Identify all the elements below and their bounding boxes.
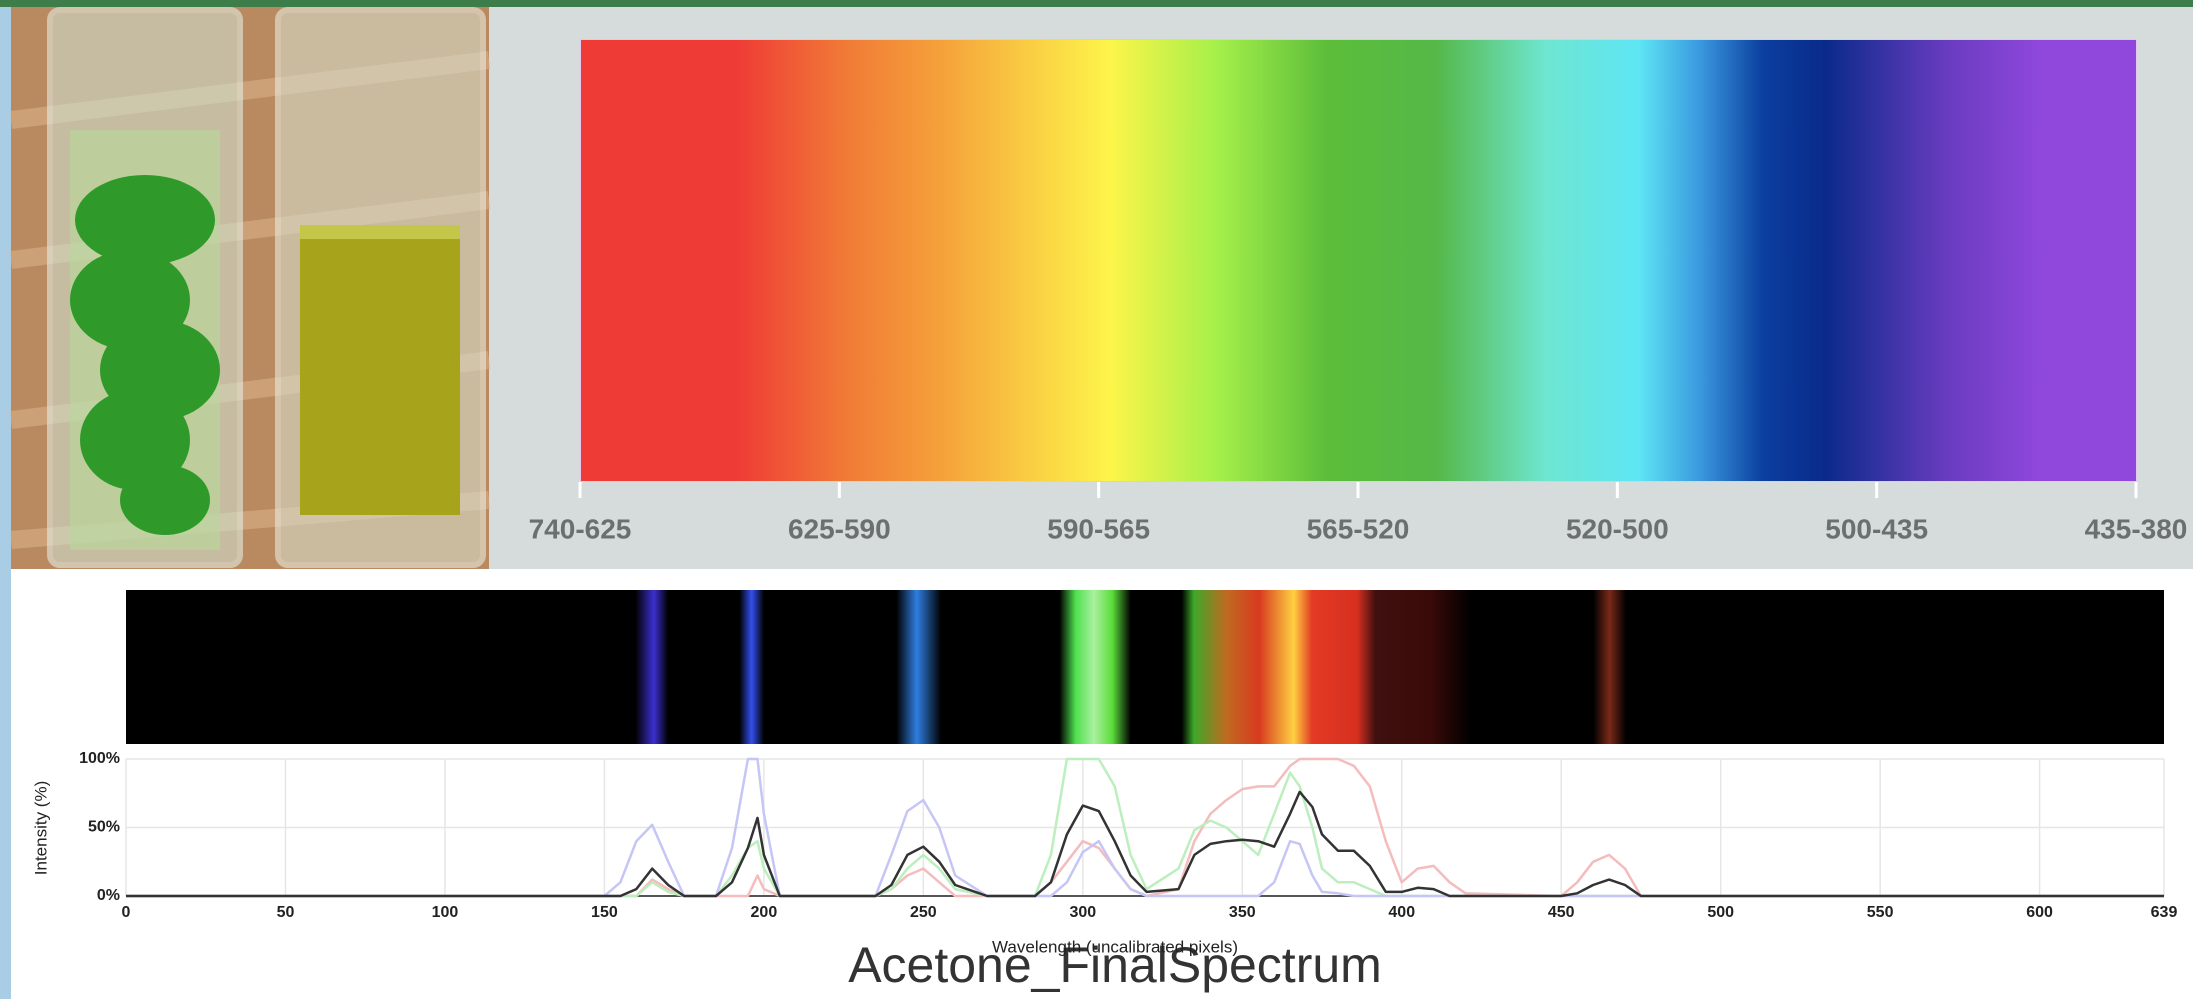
x-tick-label: 400 xyxy=(1388,904,1415,921)
x-tick-label: 300 xyxy=(1069,904,1096,921)
x-axis-label: Wavelength (uncalibrated pixels) xyxy=(992,937,1238,956)
scale-label: 625-590 xyxy=(788,513,891,544)
x-tick-label: 200 xyxy=(751,904,778,921)
x-tick-label: 550 xyxy=(1867,904,1894,921)
scale-label: 590-565 xyxy=(1047,513,1150,544)
scale-label: 740-625 xyxy=(529,513,632,544)
x-tick-label: 0 xyxy=(122,904,131,921)
y-tick-label: 50% xyxy=(88,819,120,836)
chart: Acetone_FinalSpectrum Wavelength (uncali… xyxy=(0,0,2193,999)
scale-label: 435-380 xyxy=(2085,513,2188,544)
y-axis-label: Intensity (%) xyxy=(31,781,50,875)
x-tick-label: 600 xyxy=(2026,904,2053,921)
sample-photo xyxy=(11,7,489,569)
x-tick-label: 500 xyxy=(1707,904,1734,921)
x-tick-label: 450 xyxy=(1548,904,1575,921)
scale-label: 500-435 xyxy=(1825,513,1928,544)
x-tick-label: 250 xyxy=(910,904,937,921)
series-line xyxy=(126,792,2164,896)
scale-label: 565-520 xyxy=(1307,513,1410,544)
x-tick-label: 50 xyxy=(277,904,295,921)
y-tick-label: 100% xyxy=(79,750,120,767)
x-tick-label: 100 xyxy=(432,904,459,921)
x-tick-label: 150 xyxy=(591,904,618,921)
scale-label: 520-500 xyxy=(1566,513,1669,544)
x-tick-label: 350 xyxy=(1229,904,1256,921)
y-tick-label: 0% xyxy=(97,887,120,904)
x-tick-label: 639 xyxy=(2151,904,2178,921)
page: {"color_scale": {"labels": ["740-625", "… xyxy=(0,0,2193,999)
